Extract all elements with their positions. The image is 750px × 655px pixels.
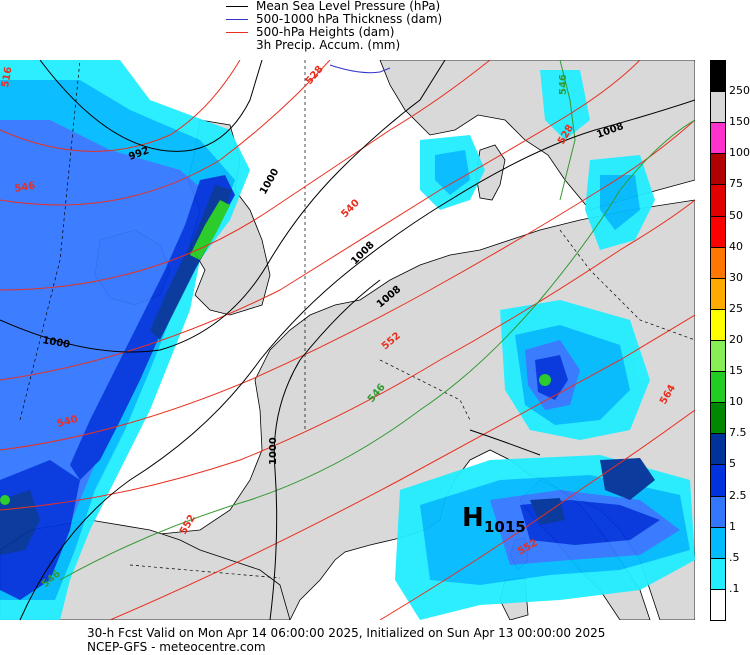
model-source: NCEP-GFS - meteocentre.com (87, 640, 266, 654)
colorbar-label: 250 (729, 84, 750, 98)
high-pressure-value: 1015 (484, 518, 526, 536)
colorbar-swatch (710, 308, 726, 341)
legend-label: 500-1000 hPa Thickness (dam) (256, 12, 443, 26)
colorbar-swatch (710, 371, 726, 404)
height-contour (0, 60, 241, 152)
colorbar-label: 10 (729, 395, 743, 409)
colorbar-swatch (710, 402, 726, 435)
weather-map: 992 1000 1008 1008 1000 1000 1008 516 52… (0, 60, 695, 620)
precip-med-dark (600, 458, 655, 500)
precip-colorbar: 250 150 100 75 50 40 30 25 20 15 10 7.5 5 2.5 1 .5 .1 (710, 60, 750, 621)
height-contour (109, 314, 695, 620)
height-contour (0, 60, 491, 291)
legend-label: 500-hPa Heights (dam) (256, 25, 395, 39)
colorbar-label: 25 (729, 301, 743, 315)
colorbar-swatch (710, 122, 726, 155)
colorbar-label: 75 (729, 177, 743, 191)
colorbar-swatch (710, 526, 726, 559)
thickness-contour (59, 119, 695, 581)
legend-item-thickness: 500-1000 hPa Thickness (dam) (226, 13, 442, 26)
legend-item-heights: 500-hPa Heights (dam) (226, 26, 394, 39)
pressure-label: 1000 (268, 437, 279, 465)
colorbar-swatch (710, 246, 726, 279)
border-line (559, 229, 695, 341)
precip-field (0, 60, 695, 620)
border-line (379, 359, 471, 421)
isobar (39, 60, 263, 152)
isobar (469, 429, 541, 456)
colorbar-swatch (710, 184, 726, 217)
precip-iberia-green (0, 495, 10, 505)
thickness-contour (559, 60, 576, 201)
colorbar-label: .5 (729, 550, 740, 564)
legend-line-heights (226, 32, 248, 33)
legend-item-precip: 3h Precip. Accum. (mm) (226, 39, 400, 52)
legend-line-thickness (226, 19, 248, 20)
forecast-valid-time: 30-h Fcst Valid on Mon Apr 14 06:00:00 2… (87, 626, 606, 640)
thickness-contour (329, 64, 391, 74)
precip-iberia-dark (0, 490, 40, 555)
border-line (19, 60, 81, 421)
height-label: 540 (56, 414, 79, 430)
colorbar-swatch (710, 277, 726, 310)
precip-alps-green (539, 374, 551, 386)
colorbar-swatch (710, 588, 726, 621)
weather-map-canvas: 992 1000 1008 1008 1000 1000 1008 516 52… (0, 60, 695, 620)
legend-label: Mean Sea Level Pressure (hPa) (256, 0, 441, 13)
height-contour (0, 60, 641, 381)
height-label: 546 (14, 180, 37, 194)
colorbar-label: 100 (729, 146, 750, 160)
precip-alps-core (535, 355, 568, 400)
height-contours (0, 60, 695, 620)
colorbar-label: 1 (729, 519, 736, 533)
precip-baltic-medium (435, 150, 470, 195)
colorbar-swatch (710, 153, 726, 186)
thickness-label: 546 (558, 74, 569, 95)
colorbar-label: 30 (729, 270, 743, 284)
height-contour (0, 119, 695, 451)
precip-baltic-north (540, 70, 590, 140)
colorbar-swatch (710, 340, 726, 373)
legend-line-pressure (226, 6, 248, 7)
colorbar-label: 40 (729, 239, 743, 253)
border-line (129, 564, 281, 579)
colorbar-swatch (710, 91, 726, 124)
precip-atlantic-green (190, 200, 230, 260)
isobar (0, 60, 446, 353)
colorbar-label: 20 (729, 333, 743, 346)
borders (19, 60, 695, 579)
height-label: 516 (0, 66, 14, 89)
colorbar-label: .1 (729, 581, 740, 595)
pressure-label: 1000 (41, 335, 70, 351)
colorbar-swatch (710, 433, 726, 466)
colorbar-label: 15 (729, 364, 743, 378)
isobar (269, 279, 381, 620)
high-pressure-symbol: H (462, 503, 484, 533)
map-footer: 30-h Fcst Valid on Mon Apr 14 06:00:00 2… (87, 626, 605, 654)
height-contour (379, 409, 695, 620)
precip-baltic-east-medium (600, 175, 640, 230)
colorbar-label: 2.5 (729, 488, 747, 502)
colorbar-label: 5 (729, 457, 736, 471)
isobar (19, 99, 695, 620)
pressure-isobars (0, 60, 695, 620)
thickness-contours (59, 60, 695, 581)
height-contour (0, 199, 695, 511)
map-legend: Mean Sea Level Pressure (hPa) 500-1000 h… (226, 0, 526, 56)
colorbar-swatch (710, 215, 726, 248)
legend-item-pressure: Mean Sea Level Pressure (hPa) (226, 0, 440, 13)
height-contour (0, 60, 331, 206)
colorbar-label: 7.5 (729, 426, 747, 440)
legend-label: 3h Precip. Accum. (mm) (256, 38, 401, 52)
colorbar-swatch (710, 557, 726, 590)
colorbar-swatch (710, 60, 726, 93)
colorbar-label: 50 (729, 208, 743, 222)
colorbar-label: 150 (729, 115, 750, 129)
colorbar-swatch (710, 464, 726, 497)
colorbar-swatch (710, 495, 726, 528)
